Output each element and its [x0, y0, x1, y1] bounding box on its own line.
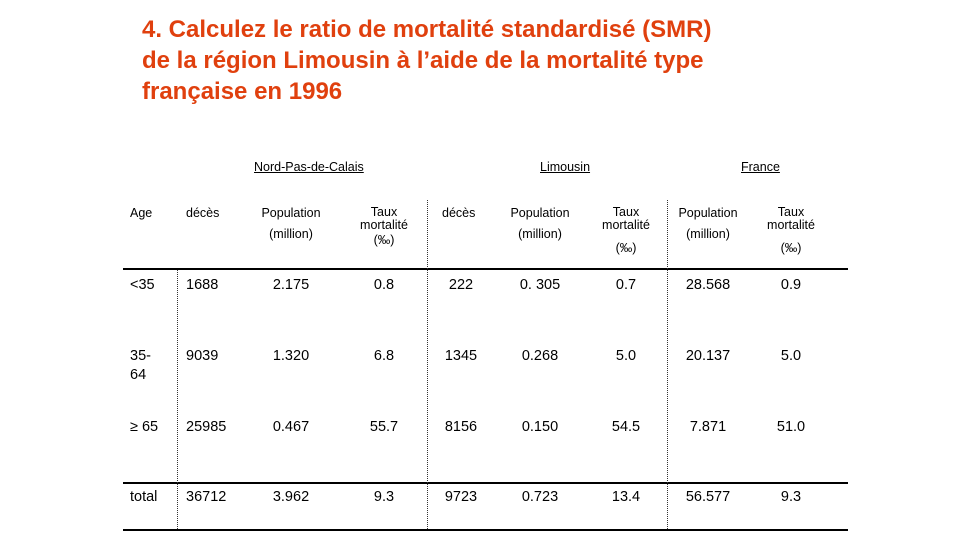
cell-lim-taux: 5.0	[615, 348, 637, 364]
cell-fr-taux: 5.0	[780, 348, 802, 364]
cell-npc-population: 0.467	[272, 419, 310, 435]
cell-age: 35-	[130, 348, 151, 364]
cell-lim-deces: 9723	[444, 489, 478, 505]
cell-npc-taux: 0.8	[373, 277, 395, 293]
header-fr-population: Population (million)	[678, 206, 738, 241]
cell-age: <35	[130, 277, 155, 293]
group-header-nord-pas-de-calais: Nord-Pas-de-Calais	[254, 160, 364, 174]
cell-lim-taux: 0.7	[615, 277, 637, 293]
cell-lim-deces: 1345	[444, 348, 478, 364]
cell-npc-taux: 6.8	[373, 348, 395, 364]
cell-age: ≥ 65	[130, 419, 159, 435]
column-separator	[667, 200, 668, 529]
group-header-limousin: Limousin	[540, 160, 591, 174]
header-lim-deces: décès	[442, 206, 476, 220]
header-npc-taux: Taux mortalité (‰)	[360, 205, 408, 247]
cell-npc-deces: 25985	[186, 419, 227, 435]
slide-title: 4. Calculez le ratio de mortalité standa…	[142, 14, 942, 107]
cell-npc-population: 3.962	[272, 489, 310, 505]
cell-lim-deces: 8156	[444, 419, 478, 435]
cell-age-total: total	[130, 489, 158, 505]
cell-fr-taux: 51.0	[776, 419, 806, 435]
column-separator	[177, 270, 178, 529]
title-line: française en 1996	[142, 78, 343, 105]
header-npc-deces: décès	[186, 206, 220, 220]
cell-fr-population: 20.137	[685, 348, 731, 364]
title-line: 4. Calculez le ratio de mortalité standa…	[142, 16, 712, 43]
header-lim-population: Population (million)	[510, 206, 570, 241]
header-age: Age	[130, 206, 153, 220]
cell-fr-taux: 0.9	[780, 277, 802, 293]
column-separator	[427, 200, 428, 529]
header-npc-population: Population (million)	[261, 206, 321, 241]
cell-fr-taux: 9.3	[780, 489, 802, 505]
cell-fr-population: 56.577	[685, 489, 731, 505]
cell-npc-deces: 1688	[186, 277, 219, 293]
group-header-france: France	[741, 160, 780, 174]
cell-npc-deces: 36712	[186, 489, 227, 505]
cell-lim-population: 0.150	[521, 419, 559, 435]
header-fr-taux: Taux mortalité (‰)	[767, 205, 815, 255]
bottom-rule	[123, 529, 848, 531]
title-line: de la région Limousin à l’aide de la mor…	[142, 47, 704, 74]
cell-fr-population: 28.568	[685, 277, 731, 293]
cell-fr-population: 7.871	[689, 419, 727, 435]
cell-lim-deces: 222	[448, 277, 474, 293]
header-rule	[123, 268, 848, 270]
cell-lim-population: 0. 305	[519, 277, 561, 293]
cell-npc-deces: 9039	[186, 348, 219, 364]
cell-lim-population: 0.723	[521, 489, 559, 505]
total-rule	[123, 482, 848, 484]
header-lim-taux: Taux mortalité (‰)	[602, 205, 650, 255]
cell-npc-population: 1.320	[272, 348, 310, 364]
cell-lim-taux: 13.4	[611, 489, 641, 505]
cell-npc-taux: 9.3	[373, 489, 395, 505]
cell-lim-population: 0.268	[521, 348, 559, 364]
cell-age-continued: 64	[130, 367, 147, 383]
cell-npc-taux: 55.7	[369, 419, 399, 435]
cell-lim-taux: 54.5	[611, 419, 641, 435]
cell-npc-population: 2.175	[272, 277, 310, 293]
